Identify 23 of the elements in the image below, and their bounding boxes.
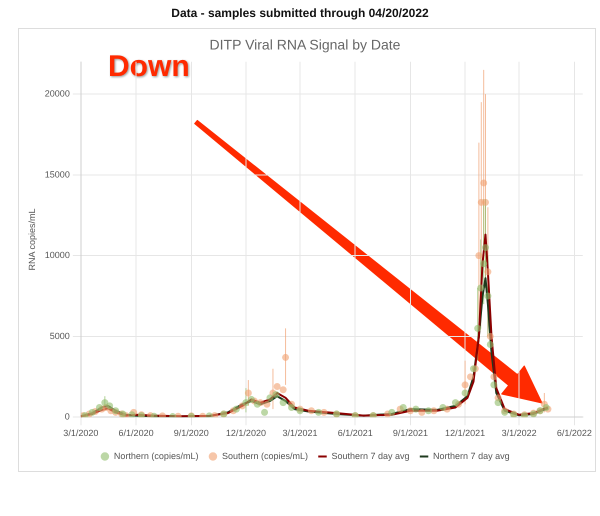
- x-tick-label: 6/1/2022: [556, 428, 592, 438]
- y-tick-label: 10000: [44, 250, 70, 260]
- y-tick-label: 20000: [44, 88, 70, 99]
- x-tick-label: 12/1/2021: [445, 428, 486, 438]
- y-tick-label: 15000: [44, 169, 70, 180]
- x-tick-label: 3/1/2020: [63, 428, 98, 438]
- legend-label: Northern 7 day avg: [433, 450, 510, 461]
- legend-label: Southern (copies/mL): [222, 450, 308, 461]
- y-tick-label: 0: [64, 412, 70, 422]
- x-tick-label: 3/1/2021: [282, 428, 318, 438]
- y-tick-label: 5000: [50, 330, 70, 341]
- chart-title: Data - samples submitted through 04/20/2022: [170, 6, 430, 20]
- y-axis-title: RNA copies/mL: [26, 208, 37, 271]
- x-tick-label: 3/1/2022: [502, 428, 537, 438]
- chart-subtitle: DITP Viral RNA Signal by Date: [210, 36, 401, 52]
- x-tick-label: 6/1/2020: [118, 428, 154, 438]
- x-tick-label: 9/1/2020: [174, 428, 209, 438]
- legend-label: Northern (copies/mL): [114, 450, 198, 461]
- legend-label: Southern 7 day avg: [331, 450, 410, 461]
- annotation: Down: [108, 50, 190, 84]
- x-tick-label: 12/1/2020: [226, 428, 266, 438]
- x-tick-label: 6/1/2021: [338, 428, 373, 438]
- x-tick-label: 9/1/2021: [392, 428, 428, 438]
